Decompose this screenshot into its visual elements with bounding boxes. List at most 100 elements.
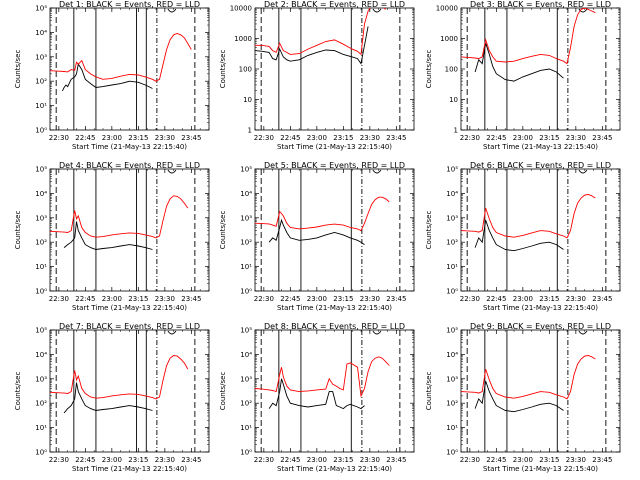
x-tick-label: 23:45 <box>181 456 201 464</box>
chart-panel-3: Det 3: BLACK = Events, RED = LLD Counts/s… <box>425 0 621 151</box>
y-tick-label: 10¹ <box>35 263 47 271</box>
y-tick-label: 10² <box>240 239 252 247</box>
y-tick-label: 1 <box>248 127 252 135</box>
y-axis-label: Counts/sec <box>14 50 22 89</box>
y-tick-label: 10⁰ <box>35 127 47 135</box>
x-axis-label: Start Time (21-May-13 22:15:40) <box>72 304 187 312</box>
x-tick-label: 22:45 <box>75 456 95 464</box>
series-lld-line <box>461 194 596 239</box>
chart-panel-6: Det 6: BLACK = Events, RED = LLD Counts/s… <box>425 161 621 312</box>
x-tick-label: 23:00 <box>102 456 122 464</box>
x-tick-label: 23:15 <box>333 134 353 142</box>
x-axis-label: Start Time (21-May-13 22:15:40) <box>277 304 392 312</box>
y-tick-label: 10² <box>35 400 47 408</box>
y-tick-label: 10¹ <box>240 263 252 271</box>
x-tick-label: 23:45 <box>181 134 201 142</box>
x-tick-label: 22:45 <box>486 134 506 142</box>
chart-title: Det 7: BLACK = Events, RED = LLD <box>59 322 200 331</box>
x-tick-label: 22:30 <box>460 295 480 303</box>
x-axis-label: Start Time (21-May-13 22:15:40) <box>72 465 187 473</box>
x-tick-label: 22:30 <box>460 134 480 142</box>
x-tick-label: 23:45 <box>181 295 201 303</box>
time-marker <box>167 169 177 174</box>
y-tick-label: 10000 <box>230 5 252 13</box>
y-tick-label: 10⁴ <box>240 351 252 359</box>
x-tick-label: 22:30 <box>254 456 274 464</box>
chart-title: Det 8: BLACK = Events, RED = LLD <box>264 322 405 331</box>
y-tick-label: 10² <box>35 78 47 86</box>
y-axis-label: Counts/sec <box>219 50 227 89</box>
y-tick-label: 10² <box>35 239 47 247</box>
y-tick-label: 100 <box>445 66 458 74</box>
chart-title: Det 3: BLACK = Events, RED = LLD <box>470 0 611 9</box>
x-tick-label: 23:30 <box>360 295 380 303</box>
chart-panel-8: Det 8: BLACK = Events, RED = LLD Counts/s… <box>219 322 415 473</box>
x-tick-label: 23:45 <box>386 134 406 142</box>
y-tick-label: 10000 <box>436 5 458 13</box>
x-axis-label: Start Time (21-May-13 22:15:40) <box>483 304 598 312</box>
y-tick-label: 10⁵ <box>35 166 47 174</box>
y-tick-label: 10⁴ <box>35 29 47 37</box>
y-tick-label: 10⁰ <box>35 449 47 457</box>
x-tick-label: 23:00 <box>307 134 327 142</box>
x-tick-label: 23:00 <box>513 456 533 464</box>
x-tick-label: 22:45 <box>280 134 300 142</box>
x-tick-label: 23:30 <box>155 295 175 303</box>
series-events-line <box>63 221 153 250</box>
x-tick-label: 22:45 <box>75 134 95 142</box>
x-tick-label: 22:45 <box>486 456 506 464</box>
y-tick-label: 100 <box>239 66 252 74</box>
y-tick-label: 10² <box>240 400 252 408</box>
series-lld-line <box>255 196 390 232</box>
y-tick-label: 10³ <box>446 375 458 383</box>
time-marker <box>578 330 588 335</box>
y-tick-label: 10⁰ <box>446 449 458 457</box>
time-marker <box>167 330 177 335</box>
x-tick-label: 22:30 <box>460 456 480 464</box>
x-tick-label: 23:15 <box>539 134 559 142</box>
x-tick-label: 23:30 <box>566 134 586 142</box>
chart-title: Det 1: BLACK = Events, RED = LLD <box>59 0 200 9</box>
y-tick-label: 10⁴ <box>446 351 458 359</box>
time-marker <box>167 8 177 13</box>
y-tick-label: 10³ <box>35 53 47 61</box>
y-tick-label: 10⁰ <box>240 449 252 457</box>
x-tick-label: 23:45 <box>386 456 406 464</box>
x-axis-label: Start Time (21-May-13 22:15:40) <box>277 465 392 473</box>
chart-title: Det 4: BLACK = Events, RED = LLD <box>59 161 200 170</box>
x-tick-label: 23:15 <box>128 456 148 464</box>
x-tick-label: 23:30 <box>360 134 380 142</box>
time-marker <box>372 330 382 335</box>
series-events-line <box>61 62 153 92</box>
time-marker <box>578 8 588 13</box>
y-tick-label: 10³ <box>240 375 252 383</box>
chart-title: Det 5: BLACK = Events, RED = LLD <box>264 161 405 170</box>
y-tick-label: 10⁰ <box>446 288 458 296</box>
y-tick-label: 10⁴ <box>446 190 458 198</box>
y-tick-label: 10⁵ <box>446 166 458 174</box>
x-tick-label: 23:45 <box>592 134 612 142</box>
y-axis-label: Counts/sec <box>14 372 22 411</box>
series-lld-line <box>50 355 189 400</box>
x-tick-label: 23:00 <box>102 134 122 142</box>
x-tick-label: 22:45 <box>486 295 506 303</box>
x-axis-label: Start Time (21-May-13 22:15:40) <box>483 465 598 473</box>
x-tick-label: 23:45 <box>592 295 612 303</box>
x-tick-label: 22:45 <box>75 295 95 303</box>
series-events-line <box>268 378 365 410</box>
series-lld-line <box>50 33 192 82</box>
series-lld-line <box>255 8 386 56</box>
y-axis-label: Counts/sec <box>425 50 433 89</box>
time-marker <box>372 169 382 174</box>
y-tick-label: 10³ <box>35 214 47 222</box>
y-tick-label: 10⁴ <box>240 190 252 198</box>
y-tick-label: 1000 <box>440 35 458 43</box>
x-tick-label: 23:30 <box>566 456 586 464</box>
y-axis-label: Counts/sec <box>219 211 227 250</box>
series-lld-line <box>461 355 596 400</box>
x-axis-label: Start Time (21-May-13 22:15:40) <box>277 143 392 151</box>
y-tick-label: 10⁰ <box>35 288 47 296</box>
y-tick-label: 10⁵ <box>35 327 47 335</box>
series-lld-line <box>255 356 390 398</box>
